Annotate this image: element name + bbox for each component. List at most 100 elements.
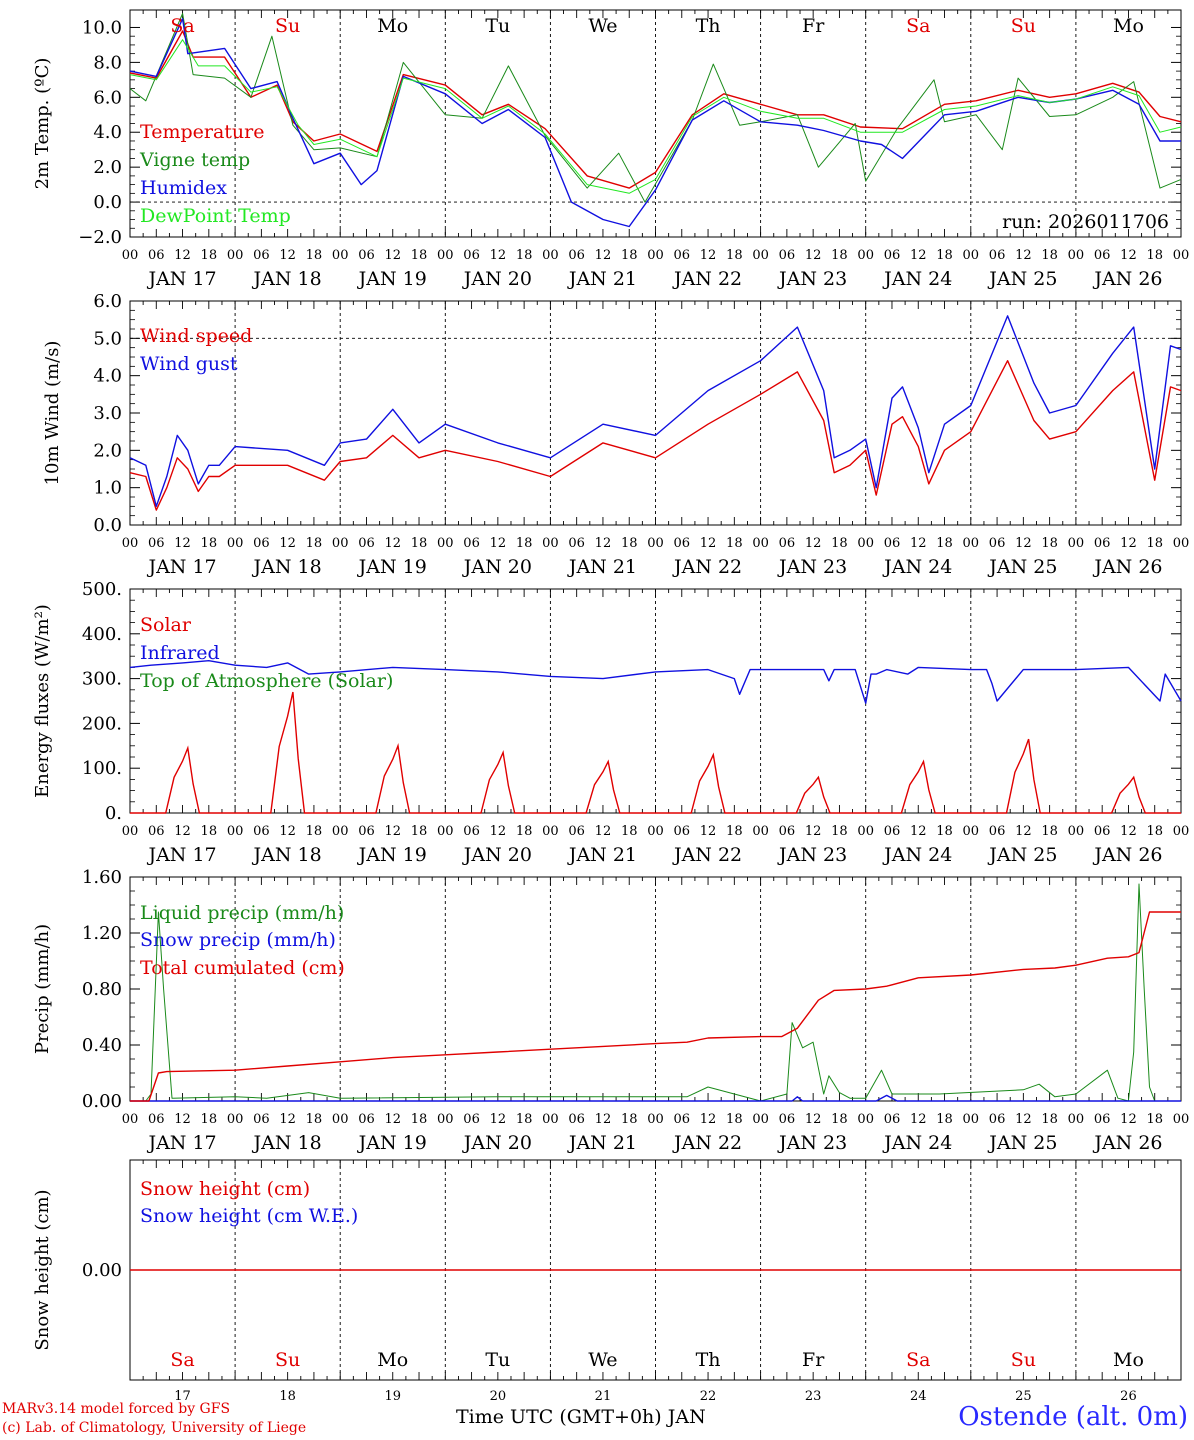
precip-hour-label: 12 xyxy=(174,1112,191,1127)
flux-hour-label: 18 xyxy=(831,824,848,839)
flux-hour-label: 00 xyxy=(542,824,559,839)
precip-date-label: JAN 17 xyxy=(146,1132,216,1154)
temp-hour-label: 00 xyxy=(1068,248,1085,263)
day-name-bottom: Sa xyxy=(170,1349,194,1371)
precip-hour-label: 00 xyxy=(857,1112,874,1127)
precip-hour-label: 06 xyxy=(779,1112,796,1127)
day-name-top: Su xyxy=(275,15,300,37)
temp-legend-entry: DewPoint Temp xyxy=(140,205,291,227)
precip-y-tick-label: 0.40 xyxy=(82,1035,122,1056)
wind-date-label: JAN 22 xyxy=(672,556,742,578)
temp-y-tick-label: 10.0 xyxy=(82,17,122,38)
wind-hour-label: 00 xyxy=(1068,536,1085,551)
precip-hour-label: 12 xyxy=(490,1112,507,1127)
temp-hour-label: 18 xyxy=(936,248,953,263)
precip-date-label: JAN 23 xyxy=(777,1132,847,1154)
precip-hour-label: 00 xyxy=(1068,1112,1085,1127)
day-number: 25 xyxy=(1015,1389,1032,1404)
wind-hour-label: 00 xyxy=(332,536,349,551)
temp-hour-label: 06 xyxy=(568,248,585,263)
flux-hour-label: 12 xyxy=(279,824,296,839)
day-name-bottom: Sa xyxy=(906,1349,930,1371)
wind-hour-label: 00 xyxy=(963,536,980,551)
flux-hour-label: 18 xyxy=(621,824,638,839)
temp-hour-label: 18 xyxy=(516,248,533,263)
wind-hour-label: 06 xyxy=(1094,536,1111,551)
temp-date-label: JAN 17 xyxy=(146,268,216,290)
wind-y-tick-label: 0.0 xyxy=(93,515,122,536)
temp-hour-label: 12 xyxy=(384,248,401,263)
temp-date-label: JAN 19 xyxy=(357,268,427,290)
flux-hour-label: 18 xyxy=(516,824,533,839)
temp-hour-label: 12 xyxy=(595,248,612,263)
day-name-bottom: We xyxy=(588,1349,617,1371)
precip-hour-label: 06 xyxy=(568,1112,585,1127)
temp-hour-label: 18 xyxy=(201,248,218,263)
precip-hour-label: 06 xyxy=(463,1112,480,1127)
wind-date-label: JAN 24 xyxy=(882,556,952,578)
wind-hour-label: 18 xyxy=(831,536,848,551)
wind-legend-entry: Wind speed xyxy=(140,325,252,347)
wind-hour-label: 06 xyxy=(568,536,585,551)
wind-hour-label: 12 xyxy=(1015,536,1032,551)
flux-date-label: JAN 23 xyxy=(777,844,847,866)
wind-hour-label: 18 xyxy=(516,536,533,551)
wind-hour-label: 06 xyxy=(463,536,480,551)
flux-y-tick-label: 100. xyxy=(82,758,122,779)
model-credit-line2: (c) Lab. of Climatology, University of L… xyxy=(2,1420,307,1436)
wind-hour-label: 00 xyxy=(227,536,244,551)
flux-date-label: JAN 21 xyxy=(567,844,637,866)
flux-y-tick-label: 500. xyxy=(82,579,122,600)
wind-series-wind-gust xyxy=(129,315,1182,507)
precip-hour-label: 12 xyxy=(910,1112,927,1127)
precip-hour-label: 12 xyxy=(700,1112,717,1127)
day-name-top: Th xyxy=(696,15,721,37)
flux-y-axis-label: Energy fluxes (W/m²) xyxy=(32,604,53,798)
temp-hour-label: 12 xyxy=(1015,248,1032,263)
precip-date-label: JAN 22 xyxy=(672,1132,742,1154)
flux-hour-label: 18 xyxy=(1146,824,1163,839)
temp-legend-entry: Vigne temp xyxy=(139,149,250,171)
snow-y-tick-label: 0.00 xyxy=(82,1260,122,1281)
temp-y-axis-label: 2m Temp. (ºC) xyxy=(32,58,53,190)
wind-hour-label: 06 xyxy=(358,536,375,551)
wind-hour-label: 18 xyxy=(306,536,323,551)
wind-hour-label: 18 xyxy=(1041,536,1058,551)
flux-hour-label: 12 xyxy=(1015,824,1032,839)
temp-hour-label: 00 xyxy=(332,248,349,263)
precip-hour-label: 06 xyxy=(358,1112,375,1127)
wind-hour-label: 12 xyxy=(384,536,401,551)
flux-date-label: JAN 22 xyxy=(672,844,742,866)
day-number: 24 xyxy=(910,1389,927,1404)
temp-hour-label: 06 xyxy=(1094,248,1111,263)
precip-hour-label-end: 00 xyxy=(1173,1112,1190,1127)
precip-hour-label: 00 xyxy=(963,1112,980,1127)
precip-y-tick-label: 0.00 xyxy=(82,1091,122,1112)
flux-date-label: JAN 24 xyxy=(882,844,952,866)
flux-date-label: JAN 26 xyxy=(1092,844,1162,866)
precip-y-tick-label: 1.20 xyxy=(82,923,122,944)
day-number: 19 xyxy=(384,1389,401,1404)
precip-hour-label: 12 xyxy=(1120,1112,1137,1127)
temp-y-tick-label: −2.0 xyxy=(78,227,122,248)
wind-date-label: JAN 17 xyxy=(146,556,216,578)
precip-hour-label: 00 xyxy=(647,1112,664,1127)
precip-hour-label: 06 xyxy=(148,1112,165,1127)
precip-date-label: JAN 19 xyxy=(357,1132,427,1154)
model-credit-line1: MARv3.14 model forced by GFS xyxy=(2,1401,231,1417)
wind-hour-label: 12 xyxy=(279,536,296,551)
flux-hour-label: 18 xyxy=(201,824,218,839)
day-name-top: Sa xyxy=(906,15,930,37)
day-name-top: We xyxy=(588,15,617,37)
temp-y-tick-label: 2.0 xyxy=(93,157,122,178)
wind-hour-label: 06 xyxy=(779,536,796,551)
flux-legend-entry: Solar xyxy=(140,614,192,636)
flux-date-label: JAN 17 xyxy=(146,844,216,866)
flux-frame xyxy=(129,588,1182,814)
temp-hour-label: 12 xyxy=(910,248,927,263)
wind-hour-label: 18 xyxy=(936,536,953,551)
precip-y-tick-label: 0.80 xyxy=(82,979,122,1000)
flux-hour-label: 06 xyxy=(253,824,270,839)
temp-date-label: JAN 22 xyxy=(672,268,742,290)
